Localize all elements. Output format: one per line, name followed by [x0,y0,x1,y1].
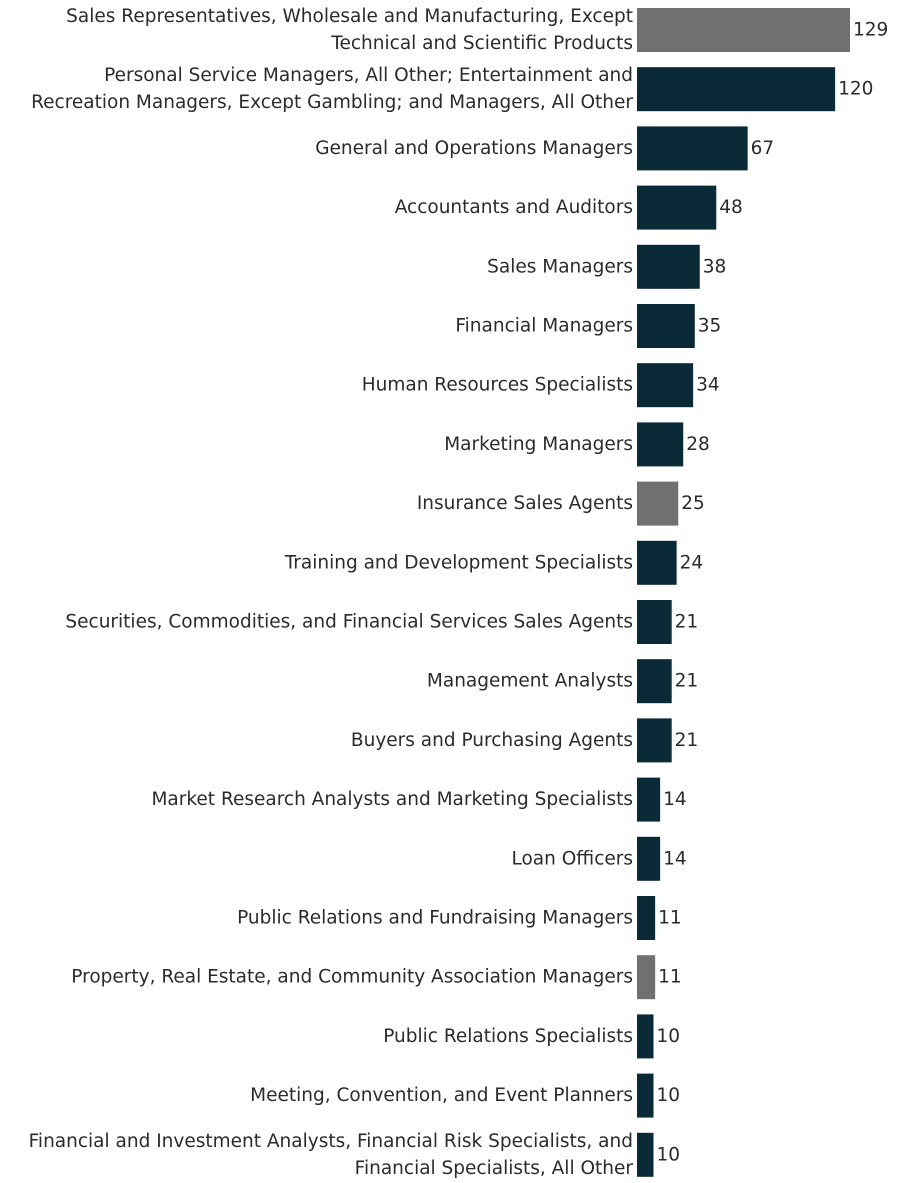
bar [637,777,661,822]
category-label: Buyers and Purchasing Agents [351,730,633,751]
bar [637,540,677,585]
category-label-line: Accountants and Auditors [395,197,633,218]
category-label: Market Research Analysts and Marketing S… [151,789,633,810]
category-label: Sales Representatives, Wholesale and Man… [66,6,633,54]
value-label: 10 [657,1144,681,1165]
bar [637,1014,654,1059]
value-label: 21 [675,730,699,751]
category-label-line: Human Resources Specialists [362,375,633,396]
value-label: 38 [703,256,727,277]
category-label: Insurance Sales Agents [417,493,633,514]
category-label-line: Recreation Managers, Except Gambling; an… [31,92,633,113]
bar [637,422,684,467]
bar [637,718,672,763]
category-label: Property, Real Estate, and Community Ass… [71,967,633,988]
bar [637,481,679,526]
category-labels-group: Sales Representatives, Wholesale and Man… [29,6,634,1179]
bar [637,8,850,52]
value-label: 24 [680,552,704,573]
category-label: Public Relations and Fundraising Manager… [237,908,633,929]
value-label: 14 [663,848,687,869]
category-label-line: Meeting, Convention, and Event Planners [250,1085,633,1106]
category-label-line: General and Operations Managers [315,138,633,159]
category-label-line: Marketing Managers [444,434,633,455]
bar [637,185,717,230]
value-label: 11 [658,967,682,988]
category-label: Accountants and Auditors [395,197,633,218]
value-label: 34 [696,375,720,396]
category-label-line: Technical and Scientific Products [330,33,633,54]
category-label-line: Training and Development Specialists [284,552,633,573]
value-label: 10 [657,1085,681,1106]
value-label: 21 [675,612,699,633]
value-label: 11 [658,908,682,929]
category-label-line: Loan Officers [512,848,634,869]
category-label-line: Buyers and Purchasing Agents [351,730,633,751]
bar [637,600,672,644]
value-label: 10 [657,1026,681,1047]
bar [637,304,695,348]
category-label: Sales Managers [487,256,633,277]
bar [637,244,700,289]
value-labels-group: 129 120 67 48 38 35 34 28 25 24 21 21 21 14 14 11 11 10 10… [657,20,889,1166]
category-label: Meeting, Convention, and Event Planners [250,1085,633,1106]
category-label: Human Resources Specialists [362,375,633,396]
category-label: Financial Managers [455,316,633,337]
category-label-line: Financial Specialists, All Other [355,1158,634,1179]
category-label: Securities, Commodities, and Financial S… [65,612,633,633]
value-label: 28 [686,434,710,455]
bars-group [637,8,850,1177]
bar [637,1132,654,1177]
bar [637,659,672,704]
category-label-line: Public Relations and Fundraising Manager… [237,908,633,929]
category-label: Training and Development Specialists [284,552,633,573]
value-label: 129 [853,20,888,41]
value-label: 14 [663,789,687,810]
bar [637,955,656,1000]
category-label-line: Property, Real Estate, and Community Ass… [71,967,633,988]
category-label-line: Financial and Investment Analysts, Finan… [29,1131,633,1152]
category-label-line: Sales Managers [487,256,633,277]
category-label-line: Insurance Sales Agents [417,493,633,514]
category-label-line: Market Research Analysts and Marketing S… [151,789,633,810]
value-label: 35 [698,316,722,337]
value-label: 67 [751,138,775,159]
category-label: Marketing Managers [444,434,633,455]
bar [637,1073,654,1118]
bar [637,896,656,940]
value-label: 48 [719,197,743,218]
category-label: Financial and Investment Analysts, Finan… [29,1131,634,1179]
category-label-line: Financial Managers [455,316,633,337]
category-label-line: Securities, Commodities, and Financial S… [65,612,633,633]
bar [637,126,748,171]
category-label: Loan Officers [512,848,634,869]
value-label: 120 [838,79,873,100]
bar [637,67,836,112]
bar [637,363,694,408]
category-label: Public Relations Specialists [383,1026,633,1047]
category-label: Management Analysts [427,671,633,692]
category-label-line: Public Relations Specialists [383,1026,633,1047]
category-label: General and Operations Managers [315,138,633,159]
bar [637,836,661,881]
value-label: 25 [681,493,705,514]
category-label-line: Personal Service Managers, All Other; En… [104,65,633,86]
category-label-line: Sales Representatives, Wholesale and Man… [66,6,633,27]
value-label: 21 [675,671,699,692]
category-label: Personal Service Managers, All Other; En… [31,65,633,113]
category-label-line: Management Analysts [427,671,633,692]
